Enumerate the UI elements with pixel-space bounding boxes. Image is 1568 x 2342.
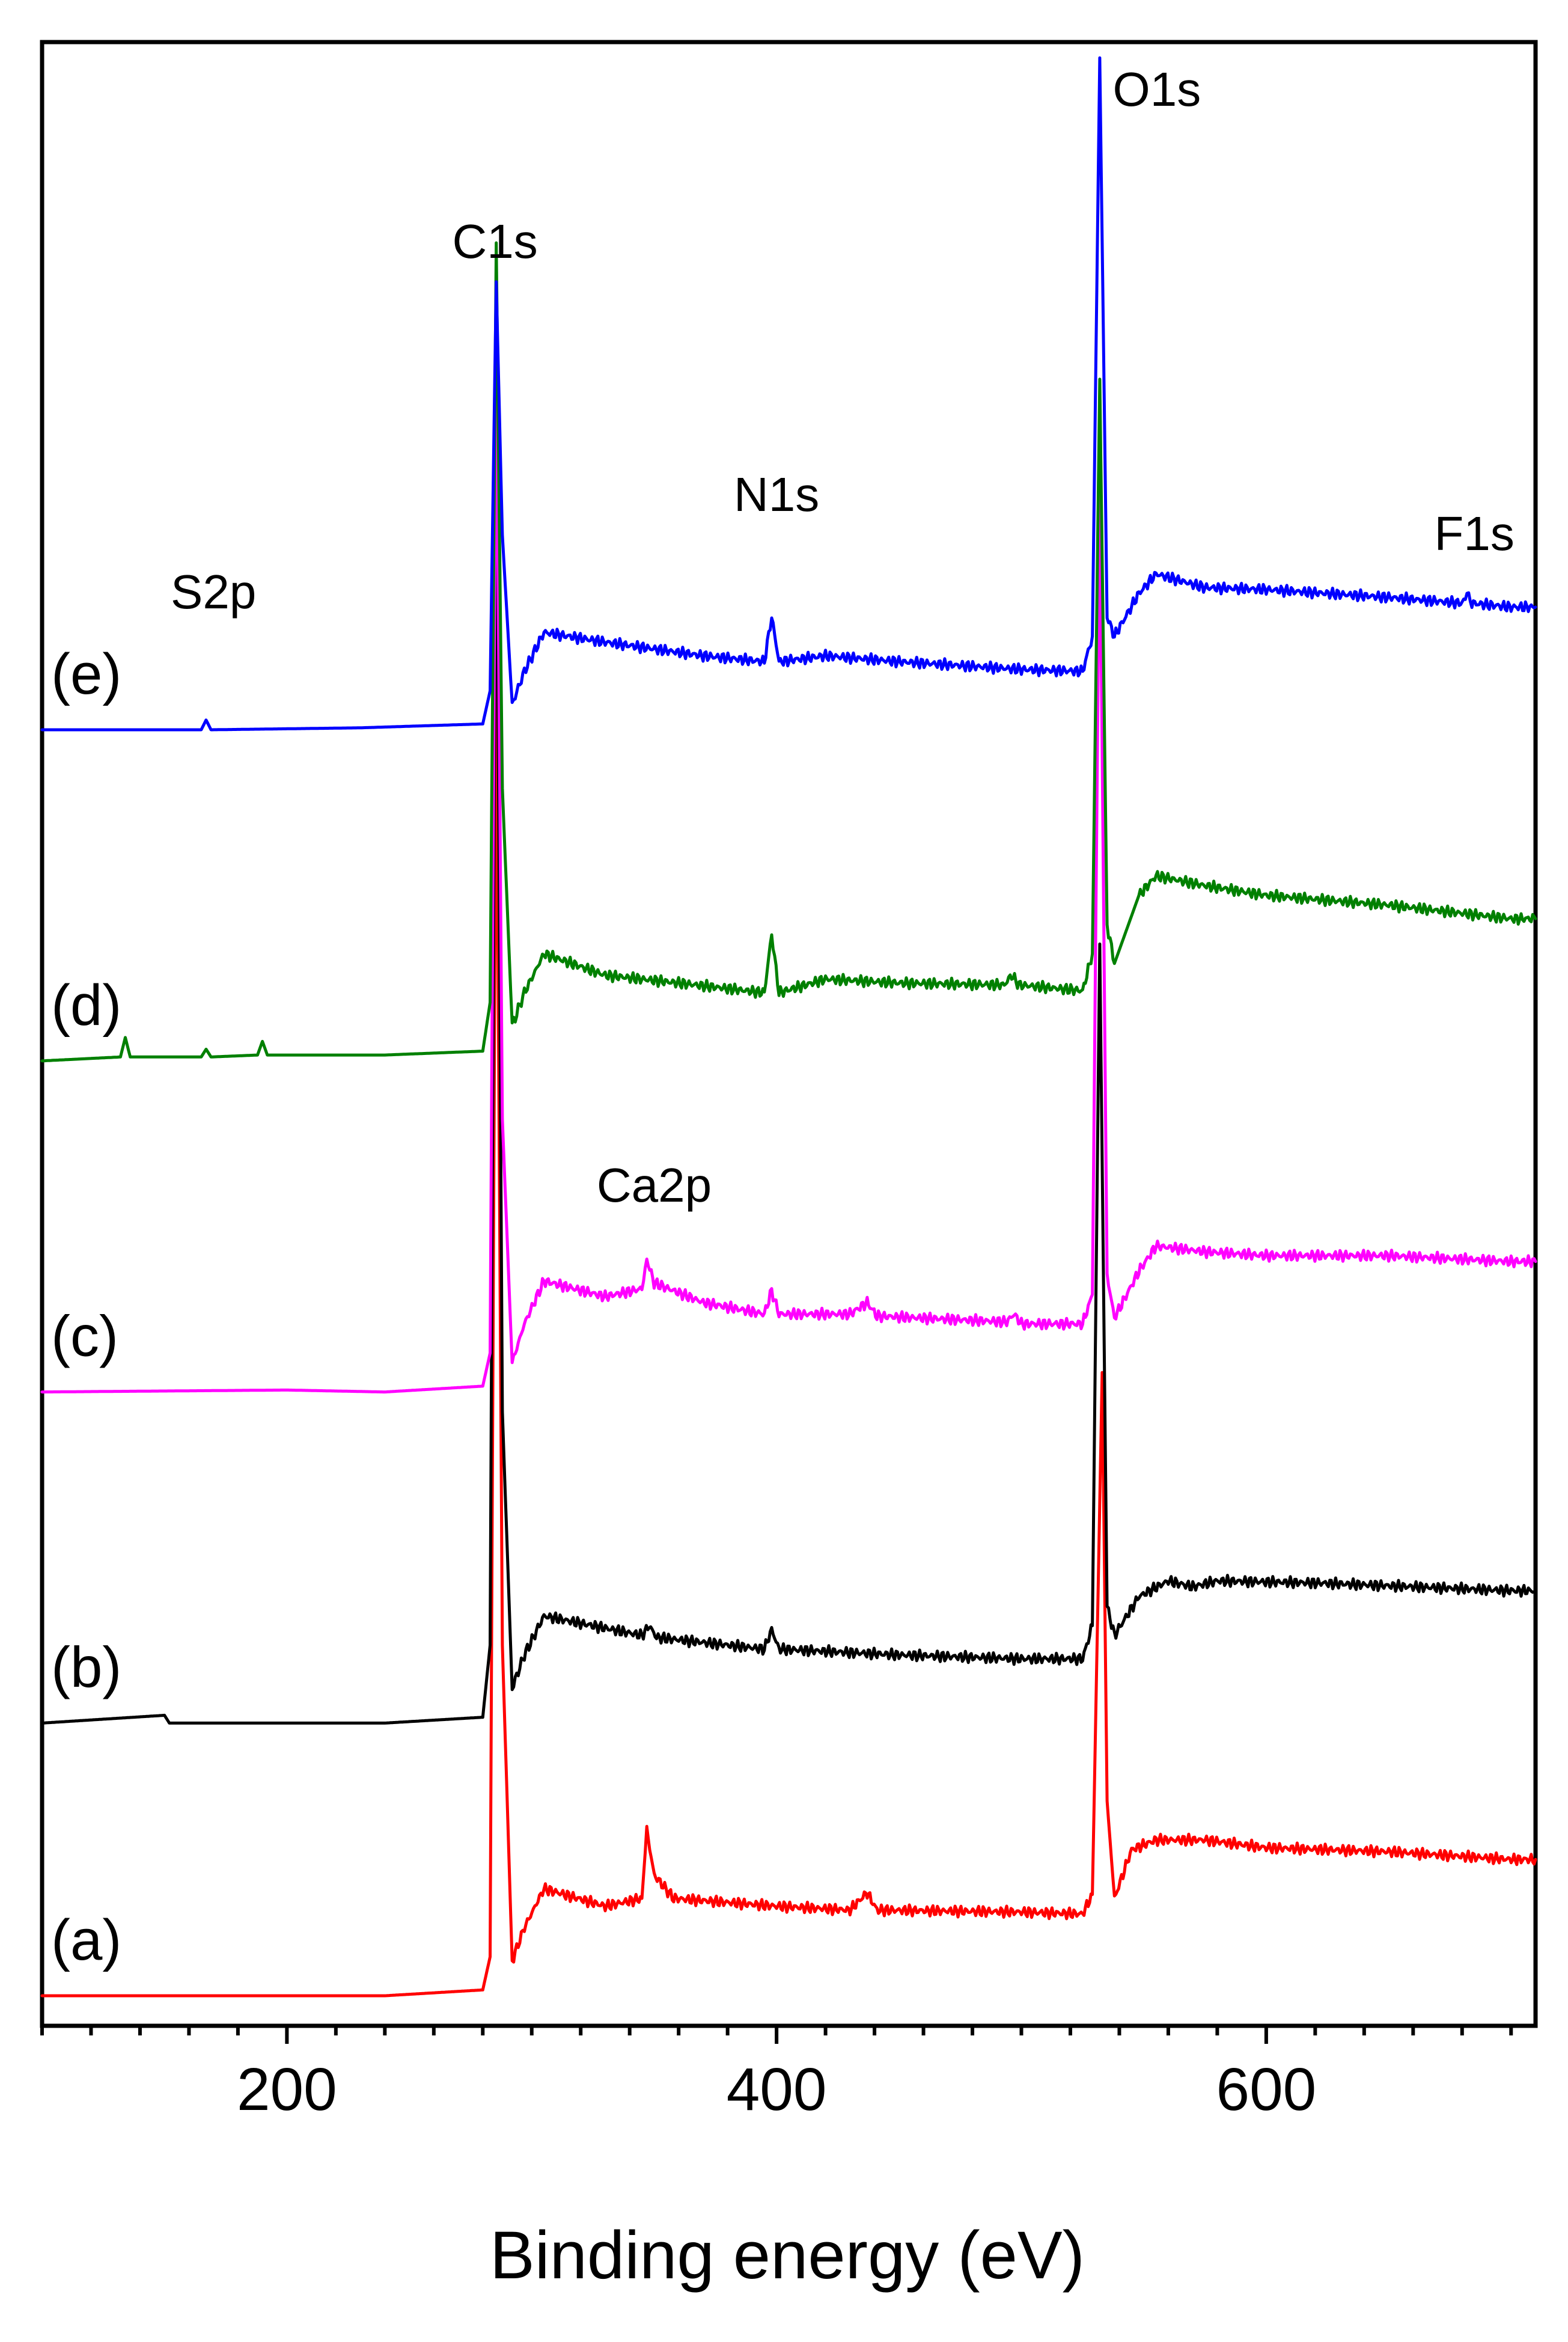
series-label-c: (c)	[51, 1304, 118, 1369]
peak-label-n1s: N1s	[734, 468, 819, 521]
series-line-d	[40, 241, 1537, 1063]
peak-label-ca2p: Ca2p	[597, 1158, 712, 1212]
peak-label-o1s: O1s	[1113, 63, 1201, 116]
series-label-d: (d)	[51, 973, 121, 1038]
series-layer	[40, 56, 1537, 1998]
x-axis-label: Binding energy (eV)	[490, 2218, 1085, 2293]
x-tick-label: 200	[237, 2056, 337, 2123]
x-tick-label: 600	[1216, 2056, 1316, 2123]
series-label-a: (a)	[51, 1908, 121, 1972]
series-line-b	[40, 397, 1537, 1725]
series-label-e: (e)	[51, 642, 121, 706]
x-tick-label: 400	[727, 2056, 827, 2123]
series-line-a	[40, 670, 1537, 1998]
series-line-c	[40, 338, 1537, 1394]
plot-frame	[40, 40, 1538, 2028]
series-label-b: (b)	[51, 1635, 121, 1699]
x-axis: 200 400 600	[40, 2026, 1513, 2123]
peak-label-s2p: S2p	[171, 565, 256, 619]
label-layer: (a) (b) (c) (d) (e) S2p C1s N1s O1s F1s Ca2p	[51, 63, 1515, 1972]
peak-label-c1s: C1s	[453, 215, 538, 268]
peak-label-f1s: F1s	[1434, 507, 1514, 560]
series-line-e	[40, 56, 1537, 732]
